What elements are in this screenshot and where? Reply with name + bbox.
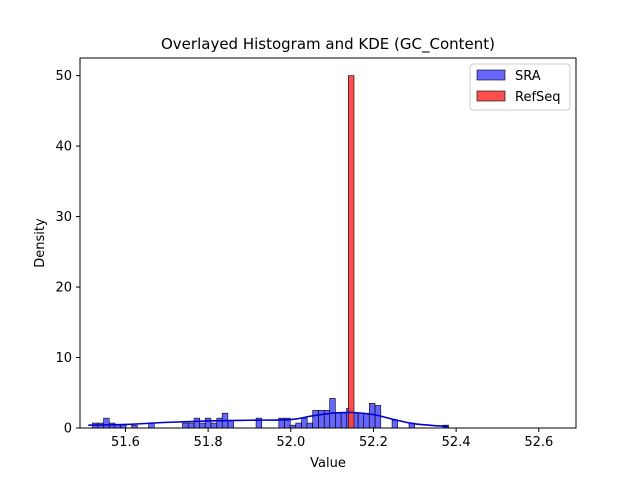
sra-bar	[369, 403, 376, 429]
legend-label-refseq: RefSeq	[515, 90, 561, 105]
legend-swatch-refseq	[476, 90, 506, 102]
y-axis-label: Density	[33, 218, 48, 268]
sra-bar	[340, 412, 348, 429]
sra-bar	[391, 419, 399, 429]
sra-bar	[363, 412, 370, 429]
sra-bar	[335, 412, 342, 429]
sra-bar	[182, 422, 189, 429]
sra-kde-line	[88, 411, 448, 428]
sra-bar	[306, 422, 313, 429]
x-tick-label: 52.6	[524, 435, 553, 450]
y-axis-ticks: 0 10 20 30 40 50	[55, 69, 80, 437]
sra-bar	[103, 417, 110, 429]
x-tick-label: 51.8	[194, 435, 223, 450]
y-tick-label: 30	[55, 210, 72, 225]
sra-bar	[295, 422, 302, 429]
x-axis-label: Value	[310, 456, 346, 471]
x-tick-label: 52.2	[359, 435, 388, 450]
sra-bar	[301, 417, 308, 429]
sra-bar	[210, 422, 217, 429]
y-tick-label: 40	[55, 140, 72, 155]
y-tick-label: 0	[64, 422, 72, 437]
x-tick-label: 52.0	[276, 435, 305, 450]
sra-bar	[199, 422, 206, 429]
refseq-bar	[348, 75, 355, 429]
legend-label-sra: SRA	[515, 69, 541, 84]
legend-swatch-sra	[476, 69, 506, 81]
sra-bar	[193, 417, 201, 429]
sra-bar	[216, 417, 223, 429]
x-tick-label: 51.6	[111, 435, 140, 450]
sra-bar	[357, 412, 365, 429]
y-tick-label: 10	[55, 351, 72, 366]
sra-bar	[187, 422, 195, 429]
x-tick-label: 52.4	[442, 435, 471, 450]
sra-bar	[227, 419, 234, 429]
y-tick-label: 50	[55, 69, 72, 84]
sra-bar	[204, 417, 212, 429]
legend: SRA RefSeq	[469, 63, 571, 111]
sra-bar	[312, 410, 319, 429]
sra-bar	[318, 410, 325, 429]
plot-frame	[79, 57, 577, 429]
chart-title: Overlayed Histogram and KDE (GC_Content)	[161, 35, 495, 54]
y-tick-label: 20	[55, 281, 72, 296]
x-axis-ticks: 51.6 51.8 52.0 52.2 52.4 52.6	[111, 428, 553, 450]
refseq-bars	[348, 75, 355, 429]
